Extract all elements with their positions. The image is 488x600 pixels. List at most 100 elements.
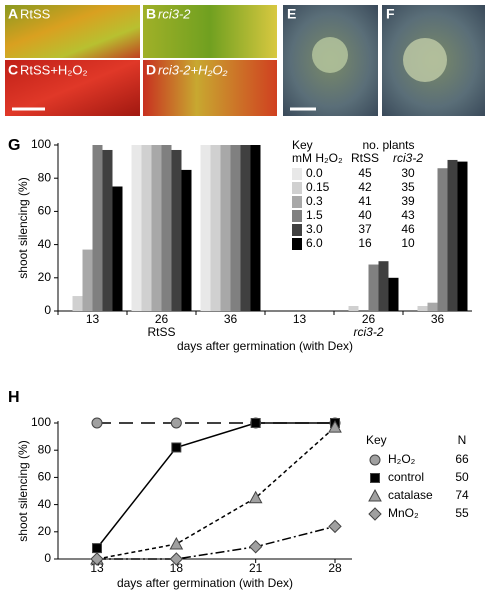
panel-letter: B <box>146 6 156 22</box>
bar <box>427 302 438 311</box>
bar <box>388 277 399 311</box>
legend-count: 40 <box>358 208 372 222</box>
panel-letter: F <box>386 6 395 22</box>
panel-letter: C <box>8 62 18 78</box>
legend-count: 16 <box>358 236 372 250</box>
legend-swatch <box>292 238 302 250</box>
bar <box>457 161 468 311</box>
panel-name: rci3-2+H₂O₂ <box>158 62 228 77</box>
data-point <box>171 442 182 453</box>
legend-count: 45 <box>358 166 372 180</box>
bar <box>230 145 241 311</box>
x-tick-label: 28 <box>328 561 342 575</box>
y-tick-label: 0 <box>44 303 51 317</box>
data-point <box>169 552 184 566</box>
x-tick-label: 13 <box>90 561 104 575</box>
y-tick-label: 100 <box>31 415 51 429</box>
legend-label: 0.3 <box>306 194 323 208</box>
y-axis-label: shoot silencing (%) <box>16 177 30 278</box>
legend-swatch <box>292 224 302 236</box>
bar <box>171 149 182 311</box>
legend-label: 0.0 <box>306 166 323 180</box>
photo <box>5 5 140 58</box>
bar <box>141 145 152 311</box>
legend-marker <box>368 507 382 521</box>
x-tick-label: 13 <box>293 312 307 326</box>
bar <box>151 145 162 311</box>
legend-label: catalase <box>388 488 433 502</box>
y-tick-label: 40 <box>38 237 52 251</box>
x-tick-label: 13 <box>86 312 100 326</box>
data-point <box>92 543 102 554</box>
data-point <box>91 417 103 429</box>
x-tick-label: 26 <box>362 312 376 326</box>
legend-count: 46 <box>401 222 415 236</box>
legend-count: 37 <box>358 222 372 236</box>
series-line <box>96 426 336 560</box>
legend-count: 55 <box>455 506 469 520</box>
series-line <box>96 422 335 549</box>
bar <box>210 145 221 311</box>
y-tick-label: 20 <box>38 524 52 538</box>
bar <box>220 145 231 311</box>
leaf <box>312 37 348 73</box>
bar <box>92 145 103 311</box>
data-point <box>248 490 263 504</box>
group-label: rci3-2 <box>353 325 383 339</box>
legend-swatch <box>292 168 302 180</box>
x-tick-label: 21 <box>249 561 263 575</box>
legend-count: 10 <box>401 236 415 250</box>
group-label: RtSS <box>147 325 175 339</box>
bar <box>250 145 261 311</box>
legend-count: 66 <box>455 452 469 466</box>
legend-marker <box>368 488 382 502</box>
bar <box>437 168 448 311</box>
photo <box>143 60 277 116</box>
legend-label: 1.5 <box>306 208 323 222</box>
data-point <box>170 417 182 429</box>
photo <box>5 60 140 116</box>
legend-marker <box>369 454 381 466</box>
series-line <box>97 525 336 560</box>
bar <box>102 149 113 311</box>
panel-letter: D <box>146 62 156 78</box>
legend-count-title: N <box>458 433 467 447</box>
legend-count: 39 <box>401 194 415 208</box>
legend-label: control <box>388 470 424 484</box>
legend-count-title: no. plants <box>362 138 414 152</box>
x-tick-label: 18 <box>170 561 184 575</box>
legend-count: 74 <box>455 488 469 502</box>
legend-count-column: RtSS <box>351 151 379 165</box>
y-tick-label: 80 <box>38 442 52 456</box>
bar <box>82 249 93 311</box>
panel-letter: H <box>8 389 20 406</box>
legend-label: MnO₂ <box>388 506 419 520</box>
legend-swatch <box>292 196 302 208</box>
legend-label: 6.0 <box>306 236 323 250</box>
bar <box>348 306 359 311</box>
legend-swatch <box>292 210 302 222</box>
panel-name: rci3-2 <box>158 6 191 21</box>
y-tick-label: 40 <box>38 497 52 511</box>
x-axis-label: days after germination (with Dex) <box>117 576 293 590</box>
photo-panels: A RtSS B rci3-2 C RtSS+H₂O₂ D rci3-2+H₂O… <box>5 5 485 116</box>
bar <box>417 306 428 311</box>
legend-title: Key <box>366 433 387 447</box>
data-point <box>169 536 184 550</box>
bar <box>112 186 123 311</box>
bar <box>240 145 251 311</box>
legend-title: Key <box>292 138 313 152</box>
bar <box>378 261 389 311</box>
legend-count: 30 <box>401 166 415 180</box>
panel-name: RtSS <box>20 6 51 21</box>
y-tick-label: 80 <box>38 170 52 184</box>
y-tick-label: 100 <box>31 137 51 151</box>
bar <box>72 296 83 311</box>
bar <box>161 145 172 311</box>
y-tick-label: 60 <box>38 470 52 484</box>
panel-letter: G <box>8 137 20 154</box>
data-point <box>250 418 261 428</box>
legend-count: 35 <box>401 180 415 194</box>
bar <box>368 264 379 311</box>
